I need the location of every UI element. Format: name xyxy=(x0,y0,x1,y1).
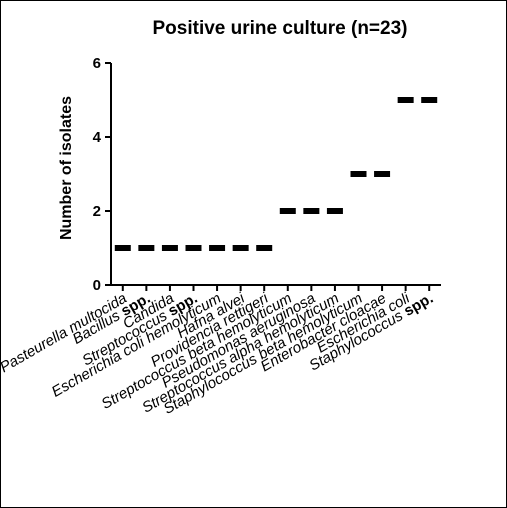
y-tick-label: 4 xyxy=(93,129,102,146)
chart-title: Positive urine culture (n=23) xyxy=(153,18,408,39)
y-axis-label: Number of isolates xyxy=(58,96,75,240)
y-ticks: 0 2 4 6 xyxy=(93,55,111,294)
y-tick-label: 0 xyxy=(93,277,101,294)
y-tick-label: 2 xyxy=(93,203,101,220)
data-marks xyxy=(114,97,438,251)
y-tick-label: 6 xyxy=(93,55,101,72)
